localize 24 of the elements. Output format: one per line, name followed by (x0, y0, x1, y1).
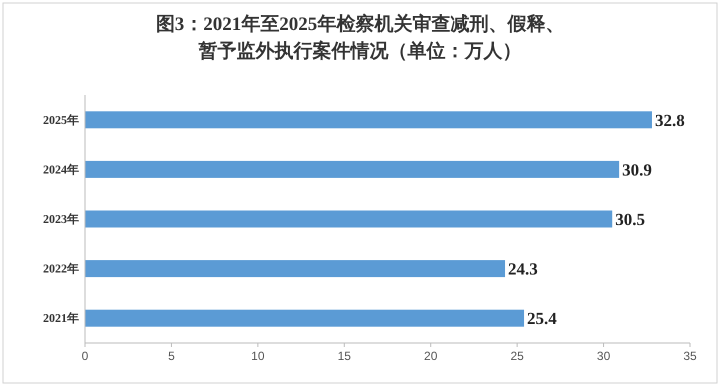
data-label: 24.3 (508, 260, 538, 279)
x-tick-label: 0 (82, 349, 89, 363)
title: 图3：2021年至2025年检察机关审查减刑、假释、暂予监外执行案件情况（单位：万人） (156, 14, 564, 62)
x-tick-label: 5 (168, 349, 176, 363)
x-tick-label: 15 (338, 349, 352, 363)
x-tick-label: 30 (596, 349, 611, 363)
bar (85, 160, 620, 178)
data-label: 30.9 (622, 160, 652, 180)
y-tick-label: 2021年 (43, 311, 79, 326)
y-tick-label: 2025年 (43, 112, 79, 127)
x-tick-label: 10 (251, 349, 265, 363)
bar (85, 111, 652, 128)
y-tick-label: 2024年 (43, 162, 79, 176)
bar (85, 260, 506, 278)
bar (85, 210, 612, 228)
data-label: 32.8 (654, 110, 685, 130)
y-tick-label: 2023年 (43, 212, 79, 226)
bar (85, 310, 524, 327)
x-tick-label: 35 (683, 349, 697, 363)
x-tick-label: 25 (510, 349, 524, 363)
data-label: 25.4 (527, 309, 558, 328)
x-tick-label: 20 (424, 349, 438, 363)
y-tick-label: 2022年 (43, 262, 79, 276)
data-label: 30.5 (615, 210, 645, 229)
